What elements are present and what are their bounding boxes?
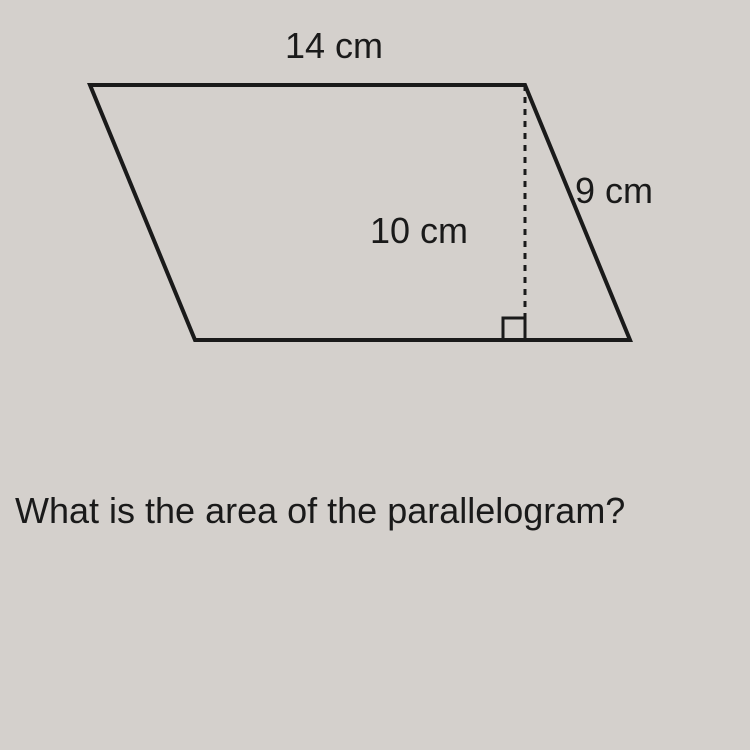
right-angle-marker	[503, 318, 525, 340]
height-label: 10 cm	[370, 210, 468, 252]
parallelogram-diagram: 14 cm 9 cm 10 cm	[50, 20, 700, 420]
parallelogram-shape	[90, 85, 630, 340]
right-side-label: 9 cm	[575, 170, 653, 212]
question-text: What is the area of the parallelogram?	[15, 490, 625, 532]
top-side-label: 14 cm	[285, 25, 383, 67]
